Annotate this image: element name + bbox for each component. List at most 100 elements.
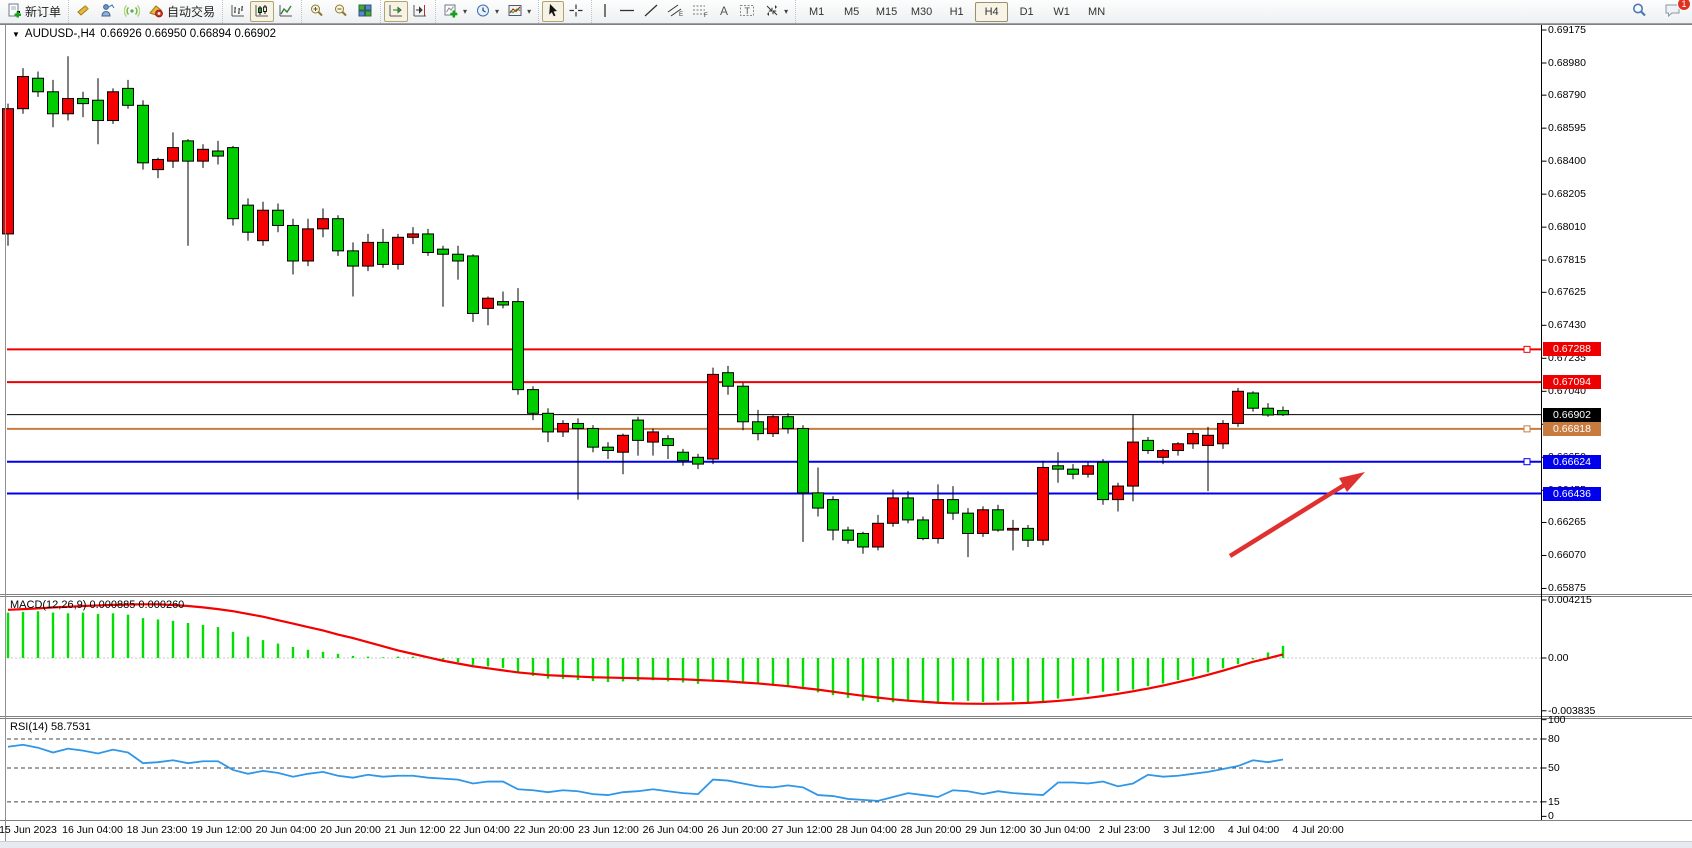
candle	[632, 419, 644, 441]
candle	[1097, 461, 1109, 501]
templates-button[interactable]: ▾	[503, 1, 535, 22]
rsi-line	[7, 743, 1284, 802]
timeframe-button-w1[interactable]: W1	[1053, 5, 1070, 18]
candle	[497, 301, 509, 306]
search-button[interactable]	[1627, 1, 1652, 22]
autotrading-button[interactable]: 自动交易	[144, 1, 219, 22]
candle	[1112, 485, 1124, 501]
candle	[857, 532, 869, 548]
zoom-in-icon	[309, 3, 325, 21]
candle	[1202, 434, 1214, 446]
metaeditor-button[interactable]	[96, 1, 120, 22]
symbol-timeframe: AUDUSD-,H4	[24, 28, 96, 40]
indicators-button[interactable]: ▾	[439, 1, 471, 22]
bar-chart-button[interactable]	[226, 1, 250, 22]
trendline-button[interactable]	[639, 1, 663, 22]
candle	[32, 77, 44, 93]
timeframe-button-m30[interactable]: M30	[910, 5, 933, 18]
svg-text:A: A	[720, 4, 728, 18]
timeframe-button-m1[interactable]: M1	[808, 5, 825, 18]
cursor-icon	[546, 3, 560, 21]
signal-button[interactable]	[120, 1, 144, 22]
templates-dropdown-arrow[interactable]: ▾	[527, 7, 532, 16]
periods-dropdown-arrow[interactable]: ▾	[495, 7, 500, 16]
candlestick-series	[2, 56, 1289, 558]
candle	[17, 76, 29, 110]
candle	[587, 428, 599, 448]
timeframe-button-mn[interactable]: MN	[1088, 5, 1106, 18]
line-handle[interactable]	[1523, 425, 1531, 433]
text-label-button[interactable]: T	[735, 1, 760, 22]
timeframe-button-m5[interactable]: M5	[843, 5, 860, 18]
auto-scroll-icon	[388, 3, 404, 21]
candle	[302, 228, 314, 262]
timeframe-button-h4[interactable]: H4	[975, 1, 1009, 22]
macd-header: MACD(12,26,9) 0.000885 0.000260	[10, 599, 184, 611]
chart-shift-button[interactable]	[408, 1, 432, 22]
timeframe-button-h1[interactable]: H1	[949, 5, 964, 18]
ohlc-quote: 0.66926 0.66950 0.66894 0.66902	[100, 28, 277, 40]
new-order-label: 新订单	[25, 5, 62, 19]
candle	[527, 389, 539, 414]
candle	[437, 248, 449, 255]
chart-menu-icon[interactable]: ▼	[12, 29, 20, 39]
periods-button[interactable]: ▾	[471, 1, 503, 22]
candle	[377, 241, 389, 265]
timeframe-group: M1 M5 M15 M30 H1 H4 D1 W1 MN	[795, 0, 1117, 23]
zoom-out-icon	[333, 3, 349, 21]
candle	[92, 99, 104, 122]
fibonacci-icon: F	[692, 3, 709, 21]
candle	[467, 255, 479, 314]
indicators-dropdown-arrow[interactable]: ▾	[463, 7, 468, 16]
clock-icon	[475, 3, 491, 21]
candle	[737, 385, 749, 423]
candle	[557, 422, 569, 433]
zoom-out-button[interactable]	[329, 1, 353, 22]
svg-text:E: E	[679, 12, 683, 18]
candle	[617, 434, 629, 453]
arrows-button[interactable]: ▾	[760, 1, 792, 22]
candle	[1082, 465, 1094, 475]
candle	[122, 87, 134, 106]
text-icon: A	[717, 3, 731, 21]
cursor-button[interactable]	[542, 1, 565, 22]
candle	[47, 91, 59, 115]
auto-scroll-button[interactable]	[384, 1, 409, 22]
tile-windows-button[interactable]	[353, 1, 377, 22]
notification-badge: 1	[1677, 0, 1691, 11]
timeframe-button-m15[interactable]: M15	[875, 5, 898, 18]
text-label-icon: T	[739, 3, 756, 21]
candle	[917, 519, 929, 540]
candle	[1142, 439, 1154, 452]
candle	[1217, 422, 1229, 445]
vertical-line-icon	[599, 3, 611, 21]
zoom-in-button[interactable]	[305, 1, 329, 22]
line-chart-button[interactable]	[274, 1, 298, 22]
channel-button[interactable]: E	[663, 1, 688, 22]
text-button[interactable]: A	[713, 1, 735, 22]
chat-button[interactable]: 1	[1660, 0, 1691, 22]
horizontal-line-button[interactable]	[615, 1, 639, 22]
candle	[1052, 465, 1064, 470]
candle	[902, 497, 914, 521]
arrows-dropdown-arrow[interactable]: ▾	[784, 7, 789, 16]
candle	[1022, 527, 1034, 541]
line-handle[interactable]	[1523, 345, 1531, 353]
trend-arrow-head[interactable]	[1339, 472, 1365, 492]
bar-chart-icon	[230, 3, 246, 21]
trend-arrow-shaft[interactable]	[1228, 482, 1348, 558]
candle	[992, 509, 1004, 531]
candlestick-button[interactable]	[250, 1, 275, 22]
fibonacci-button[interactable]: F	[688, 1, 713, 22]
vertical-line-button[interactable]	[595, 1, 615, 22]
candle	[1037, 466, 1049, 541]
timeframe-button-d1[interactable]: D1	[1019, 5, 1034, 18]
symbol-header: ▼ AUDUSD-,H4 0.66926 0.66950 0.66894 0.6…	[12, 28, 276, 40]
line-handle[interactable]	[1523, 458, 1531, 466]
new-order-button[interactable]: 新订单	[3, 1, 65, 22]
market-watch-button[interactable]	[72, 1, 96, 22]
macd-label: MACD(12,26,9)	[10, 599, 87, 611]
crosshair-button[interactable]	[564, 1, 588, 22]
